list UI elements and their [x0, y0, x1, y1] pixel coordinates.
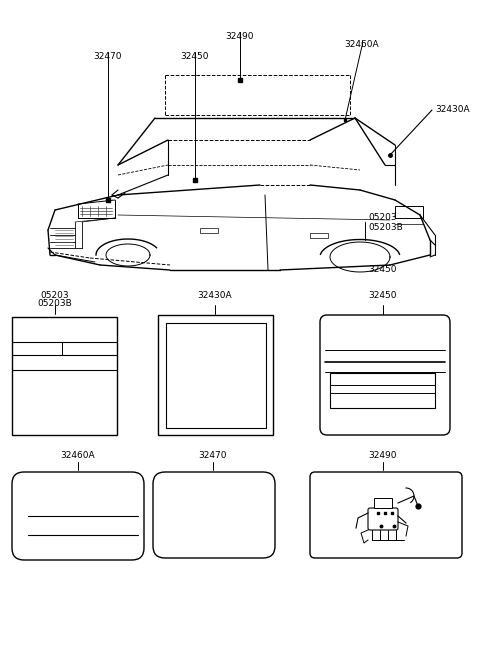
Text: 32490: 32490: [226, 32, 254, 41]
Text: 32450: 32450: [368, 265, 396, 275]
FancyBboxPatch shape: [12, 472, 144, 560]
Text: 05203B: 05203B: [37, 300, 72, 309]
Bar: [310, 233, 328, 238]
Text: 32470: 32470: [199, 451, 227, 459]
FancyBboxPatch shape: [310, 472, 462, 558]
Text: 32430A: 32430A: [435, 106, 469, 114]
Text: 32490: 32490: [369, 451, 397, 459]
Text: 32450: 32450: [181, 52, 209, 61]
Text: 32450: 32450: [369, 292, 397, 300]
Bar: [12, 317, 117, 435]
Bar: [330, 373, 435, 408]
Text: 05203: 05203: [41, 292, 69, 300]
FancyBboxPatch shape: [153, 472, 275, 558]
Text: 05203B: 05203B: [368, 223, 403, 233]
Text: 32460A: 32460A: [60, 451, 96, 459]
Text: 32430A: 32430A: [198, 292, 232, 300]
FancyBboxPatch shape: [368, 508, 398, 530]
Bar: [200, 228, 218, 233]
Text: 05203: 05203: [368, 214, 396, 223]
Bar: [374, 498, 392, 508]
FancyBboxPatch shape: [320, 315, 450, 435]
Bar: [166, 323, 266, 428]
Text: 32470: 32470: [94, 52, 122, 61]
Bar: [158, 315, 273, 435]
Text: 32460A: 32460A: [345, 40, 379, 49]
Bar: [395, 206, 423, 218]
